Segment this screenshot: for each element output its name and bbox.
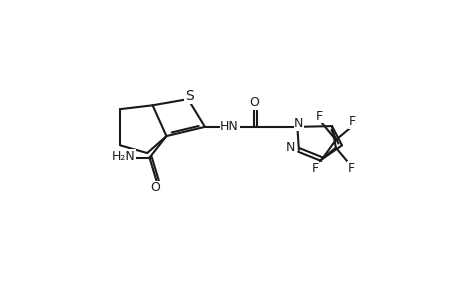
Text: O: O — [150, 181, 159, 194]
Text: N: N — [285, 141, 294, 154]
Text: F: F — [311, 162, 318, 175]
Text: H₂N: H₂N — [112, 150, 135, 163]
Text: S: S — [185, 89, 194, 103]
Text: O: O — [249, 97, 258, 110]
Text: F: F — [347, 162, 354, 175]
Text: N: N — [294, 117, 303, 130]
Text: F: F — [315, 110, 323, 123]
Text: HN: HN — [220, 120, 238, 134]
Text: F: F — [348, 115, 355, 128]
